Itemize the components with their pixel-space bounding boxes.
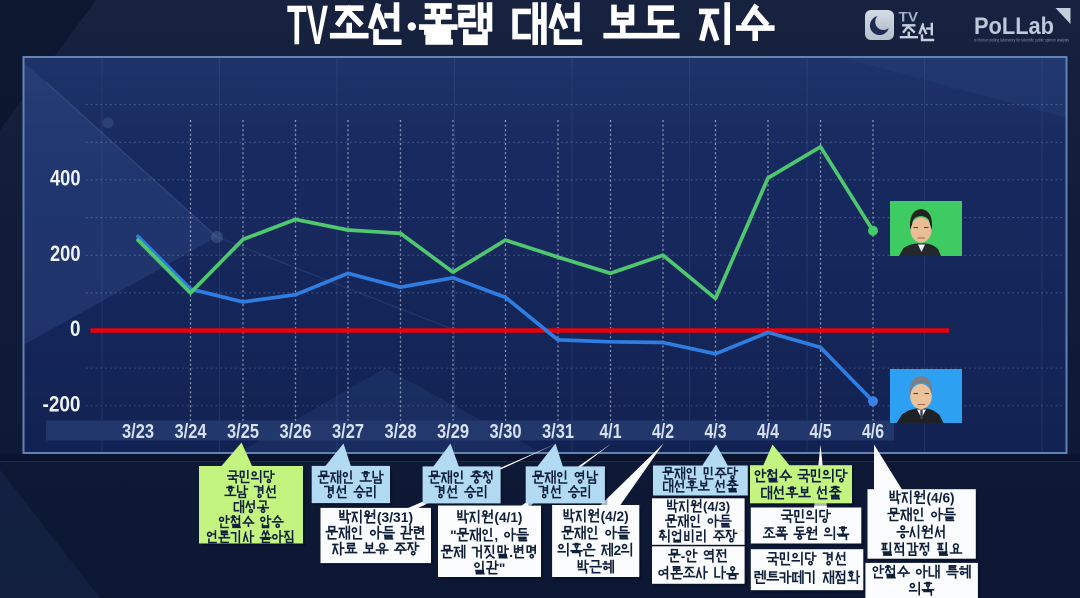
- svg-text:3/31: 3/31: [542, 421, 574, 443]
- svg-text:3/28: 3/28: [385, 421, 417, 443]
- svg-text:3/30: 3/30: [490, 421, 522, 443]
- svg-text:-: -: [681, 549, 686, 564]
- svg-text:3/25: 3/25: [227, 421, 259, 443]
- svg-text:4/5: 4/5: [810, 421, 832, 443]
- svg-text:-200: -200: [43, 391, 81, 416]
- svg-text:3/24: 3/24: [175, 421, 208, 443]
- svg-text:TV: TV: [899, 9, 919, 25]
- svg-text:(4/6): (4/6): [927, 490, 955, 505]
- svg-text:3/27: 3/27: [332, 421, 364, 443]
- svg-text:": ": [499, 561, 506, 576]
- svg-text:4/2: 4/2: [652, 421, 674, 443]
- svg-text:(4/3): (4/3): [703, 499, 730, 514]
- svg-text:0: 0: [70, 316, 81, 341]
- svg-text:3/26: 3/26: [280, 421, 312, 443]
- svg-text:(3/31): (3/31): [377, 509, 413, 525]
- svg-text:400: 400: [50, 166, 81, 191]
- svg-text:4/1: 4/1: [600, 421, 622, 443]
- svg-text:3/29: 3/29: [437, 421, 469, 443]
- svg-text:.: .: [509, 545, 513, 560]
- svg-text:tv chosun polling laboratory f: tv chosun polling laboratory for scienti…: [974, 38, 1070, 43]
- svg-text:2: 2: [614, 543, 622, 558]
- svg-text:3/23: 3/23: [122, 421, 154, 443]
- svg-text:TV: TV: [287, 0, 328, 56]
- svg-text:,: ,: [494, 528, 498, 543]
- svg-text:(4/2): (4/2): [601, 509, 629, 524]
- svg-text:": ": [450, 528, 457, 543]
- svg-text:200: 200: [50, 241, 81, 266]
- svg-text:(4/1): (4/1): [494, 510, 522, 525]
- svg-text:PoLLab: PoLLab: [974, 13, 1054, 40]
- svg-text:4/3: 4/3: [705, 421, 727, 443]
- svg-text:4/4: 4/4: [757, 421, 780, 443]
- svg-text:4/6: 4/6: [862, 421, 884, 443]
